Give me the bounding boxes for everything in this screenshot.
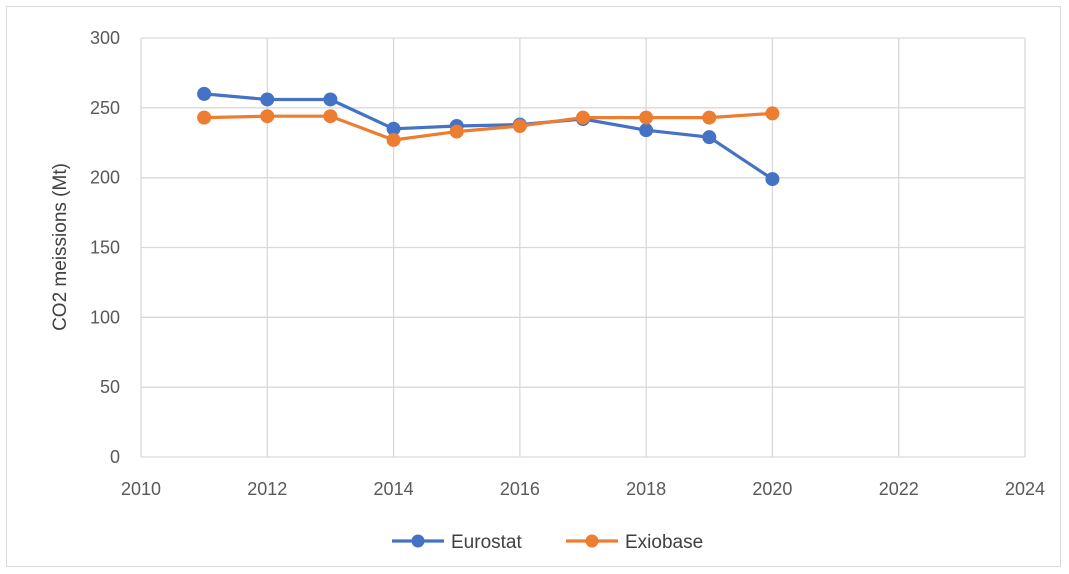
series-line (202, 111, 775, 142)
chart-frame (6, 6, 1061, 567)
data-point (449, 124, 464, 139)
series-eurostat (197, 86, 780, 187)
data-point (323, 92, 338, 107)
data-point (702, 130, 717, 145)
x-tick-label: 2020 (752, 479, 792, 499)
series-exiobase (197, 106, 780, 147)
data-point (576, 110, 590, 125)
y-tick-label: 200 (90, 168, 120, 188)
legend-item-exiobase: Exiobase (566, 532, 703, 553)
grid (140, 37, 1026, 458)
y-tick-label: 50 (100, 377, 120, 397)
legend-item-eurostat: Eurostat (392, 532, 522, 553)
data-point (260, 109, 275, 124)
data-point (323, 109, 338, 124)
x-tick-label: 2016 (500, 479, 540, 499)
y-tick-label: 100 (90, 307, 120, 327)
series-layer (197, 86, 780, 187)
legend: Eurostat Exiobase (392, 532, 703, 553)
data-point (639, 110, 654, 125)
y-axis-title: CO2 meissions (Mt) (50, 163, 71, 331)
x-tick-label: 2024 (1005, 479, 1045, 499)
x-tick-label: 2022 (879, 479, 919, 499)
data-point (765, 106, 780, 121)
x-tick-label: 2012 (247, 479, 287, 499)
data-point (765, 172, 780, 187)
legend-label: Exiobase (625, 532, 703, 553)
y-axis-ticks: 0 50 100 150 200 250 300 (90, 28, 120, 467)
legend-label: Eurostat (451, 532, 522, 553)
data-point (702, 110, 717, 125)
legend-marker (411, 534, 425, 548)
data-point (639, 123, 654, 138)
data-point (197, 86, 212, 101)
x-tick-label: 2010 (121, 479, 161, 499)
legend-marker (585, 534, 599, 548)
x-tick-label: 2014 (374, 479, 414, 499)
y-tick-label: 0 (110, 447, 120, 467)
data-point (386, 132, 401, 147)
series-line (202, 92, 775, 181)
data-point (260, 92, 275, 107)
y-tick-label: 150 (90, 238, 120, 258)
y-tick-label: 300 (90, 28, 120, 48)
x-tick-label: 2018 (626, 479, 666, 499)
y-tick-label: 250 (90, 98, 120, 118)
x-axis-ticks: 2010 2012 2014 2016 2018 2020 2022 2024 (121, 479, 1045, 499)
data-point (512, 118, 527, 133)
data-point (197, 110, 212, 125)
